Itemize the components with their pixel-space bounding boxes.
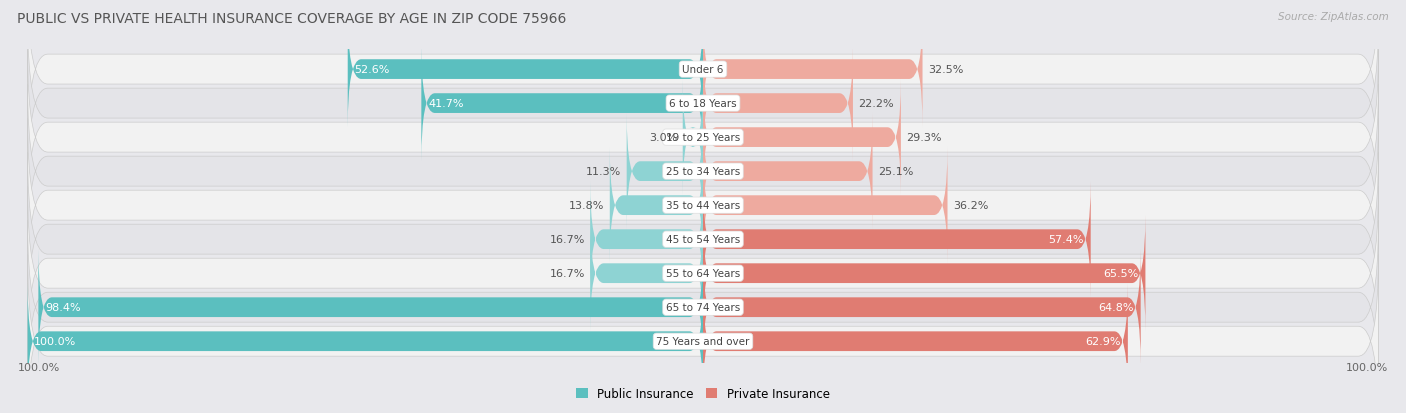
Text: 25 to 34 Years: 25 to 34 Years (666, 167, 740, 177)
Text: 100.0%: 100.0% (34, 337, 76, 347)
Text: 35 to 44 Years: 35 to 44 Years (666, 201, 740, 211)
Text: 41.7%: 41.7% (427, 99, 464, 109)
Text: 11.3%: 11.3% (586, 167, 621, 177)
Text: 64.8%: 64.8% (1098, 302, 1133, 313)
FancyBboxPatch shape (28, 51, 1378, 225)
Text: 98.4%: 98.4% (45, 302, 80, 313)
FancyBboxPatch shape (683, 80, 703, 196)
Text: 6 to 18 Years: 6 to 18 Years (669, 99, 737, 109)
Text: PUBLIC VS PRIVATE HEALTH INSURANCE COVERAGE BY AGE IN ZIP CODE 75966: PUBLIC VS PRIVATE HEALTH INSURANCE COVER… (17, 12, 567, 26)
Text: 19 to 25 Years: 19 to 25 Years (666, 133, 740, 143)
FancyBboxPatch shape (28, 254, 1378, 413)
Text: 13.8%: 13.8% (569, 201, 605, 211)
FancyBboxPatch shape (627, 114, 703, 230)
FancyBboxPatch shape (28, 85, 1378, 259)
Text: 22.2%: 22.2% (858, 99, 894, 109)
FancyBboxPatch shape (28, 119, 1378, 292)
Text: Source: ZipAtlas.com: Source: ZipAtlas.com (1278, 12, 1389, 22)
Text: 16.7%: 16.7% (550, 268, 585, 278)
Text: 100.0%: 100.0% (1347, 362, 1389, 372)
FancyBboxPatch shape (703, 249, 1140, 366)
FancyBboxPatch shape (703, 147, 948, 263)
Text: 25.1%: 25.1% (877, 167, 914, 177)
FancyBboxPatch shape (591, 216, 703, 332)
Legend: Public Insurance, Private Insurance: Public Insurance, Private Insurance (571, 382, 835, 405)
Text: 52.6%: 52.6% (354, 65, 389, 75)
Text: 100.0%: 100.0% (17, 362, 59, 372)
FancyBboxPatch shape (38, 249, 703, 366)
Text: 32.5%: 32.5% (928, 65, 963, 75)
Text: 62.9%: 62.9% (1085, 337, 1121, 347)
FancyBboxPatch shape (28, 0, 1378, 157)
FancyBboxPatch shape (28, 187, 1378, 361)
FancyBboxPatch shape (703, 80, 901, 196)
FancyBboxPatch shape (703, 283, 1128, 399)
FancyBboxPatch shape (610, 147, 703, 263)
Text: 55 to 64 Years: 55 to 64 Years (666, 268, 740, 278)
FancyBboxPatch shape (703, 216, 1146, 332)
FancyBboxPatch shape (28, 221, 1378, 394)
FancyBboxPatch shape (703, 46, 853, 162)
FancyBboxPatch shape (703, 182, 1091, 298)
Text: 3.0%: 3.0% (650, 133, 678, 143)
Text: 65 to 74 Years: 65 to 74 Years (666, 302, 740, 313)
FancyBboxPatch shape (703, 12, 922, 128)
Text: 36.2%: 36.2% (953, 201, 988, 211)
FancyBboxPatch shape (422, 46, 703, 162)
FancyBboxPatch shape (28, 153, 1378, 326)
Text: 29.3%: 29.3% (907, 133, 942, 143)
FancyBboxPatch shape (591, 182, 703, 298)
Text: Under 6: Under 6 (682, 65, 724, 75)
FancyBboxPatch shape (703, 114, 873, 230)
Text: 75 Years and over: 75 Years and over (657, 337, 749, 347)
Text: 65.5%: 65.5% (1104, 268, 1139, 278)
Text: 45 to 54 Years: 45 to 54 Years (666, 235, 740, 244)
Text: 57.4%: 57.4% (1049, 235, 1084, 244)
FancyBboxPatch shape (347, 12, 703, 128)
Text: 16.7%: 16.7% (550, 235, 585, 244)
FancyBboxPatch shape (28, 17, 1378, 191)
FancyBboxPatch shape (28, 283, 703, 399)
